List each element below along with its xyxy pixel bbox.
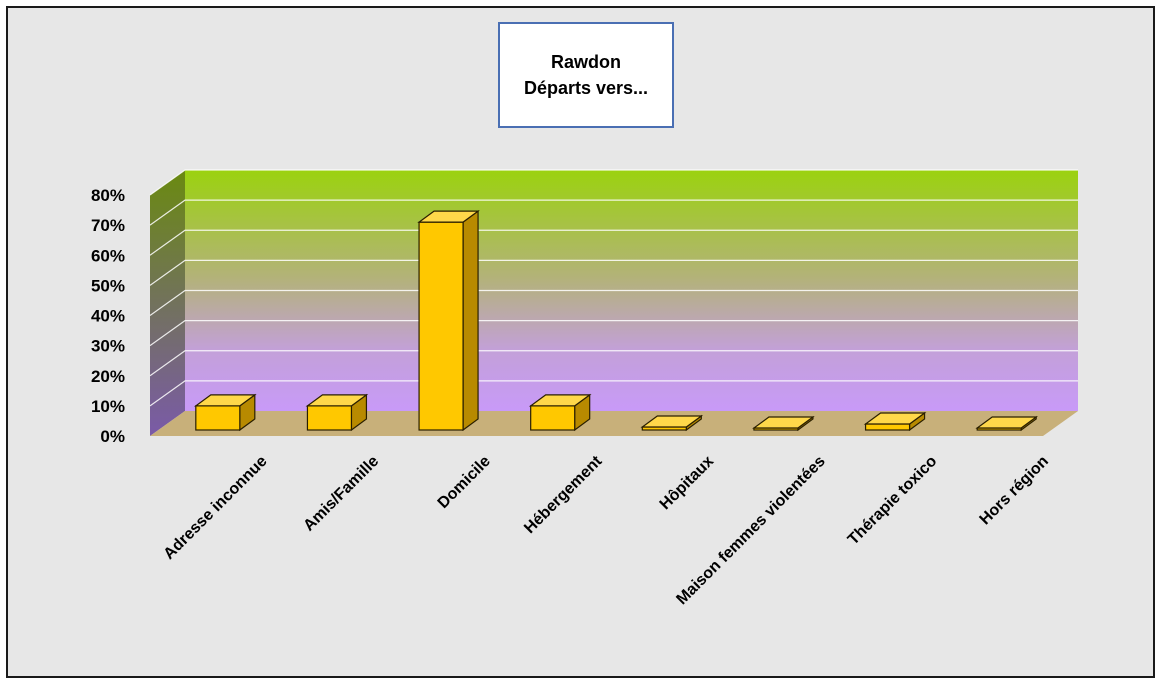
bar [752, 415, 815, 432]
x-tick-label: Thérapie toxico [845, 453, 941, 549]
chart-subtitle: Départs vers... [523, 78, 649, 98]
gridline [149, 199, 1078, 226]
bars [193, 209, 1039, 432]
y-tick-label: 60% [91, 246, 125, 265]
bar [417, 209, 480, 432]
gridline [149, 350, 1078, 377]
bar-front [195, 405, 241, 431]
bar-top [752, 416, 815, 429]
chart-title-box: Rawdon Départs vers... [498, 22, 674, 128]
bar-top [528, 394, 592, 407]
bar-top [417, 210, 480, 223]
bar-front [418, 221, 464, 431]
bar-top [640, 415, 704, 428]
gridline [149, 259, 1078, 286]
bar [305, 393, 369, 432]
bar [193, 393, 257, 432]
bar [528, 393, 592, 432]
gridlines [149, 169, 1078, 407]
bar-front [306, 405, 353, 431]
bar-top [305, 394, 369, 407]
y-tick-label: 30% [91, 337, 125, 356]
bar-front [864, 423, 911, 431]
y-tick-label: 10% [91, 397, 125, 416]
y-tick-label: 0% [100, 427, 125, 446]
x-tick-label: Hors région [976, 453, 1052, 529]
x-tick-label: Amis/Famille [300, 453, 382, 535]
plot-walls [150, 170, 1078, 436]
gridline [149, 380, 1078, 407]
chart-title: Rawdon [551, 52, 621, 72]
x-tick-label: Adresse inconnue [161, 453, 271, 563]
x-axis-labels: Adresse inconnue Amis/Famille Domicile Hébe… [161, 452, 1052, 608]
gridline [149, 169, 1078, 196]
y-tick-label: 40% [91, 307, 125, 326]
gridline [149, 229, 1078, 256]
gridline [149, 320, 1078, 347]
bar-top [193, 394, 257, 407]
y-tick-label: 80% [91, 186, 125, 205]
bar-top [975, 416, 1039, 429]
bar-top [863, 412, 927, 425]
x-tick-label: Domicile [435, 453, 494, 512]
y-tick-label: 50% [91, 276, 125, 295]
bar-front [530, 405, 576, 431]
bar [640, 414, 704, 432]
x-tick-label: Hôpitaux [657, 453, 717, 513]
y-tick-label: 20% [91, 367, 125, 386]
x-tick-label: Hébergement [521, 452, 606, 537]
floor [150, 411, 1078, 436]
y-tick-label: 70% [91, 216, 125, 235]
bar [863, 411, 927, 432]
bar [975, 415, 1039, 432]
gridline [149, 289, 1078, 316]
y-axis-ticks: 0% 10% 20% 30% 40% 50% 60% 70% 80% [91, 186, 125, 446]
bar-side [462, 209, 479, 432]
